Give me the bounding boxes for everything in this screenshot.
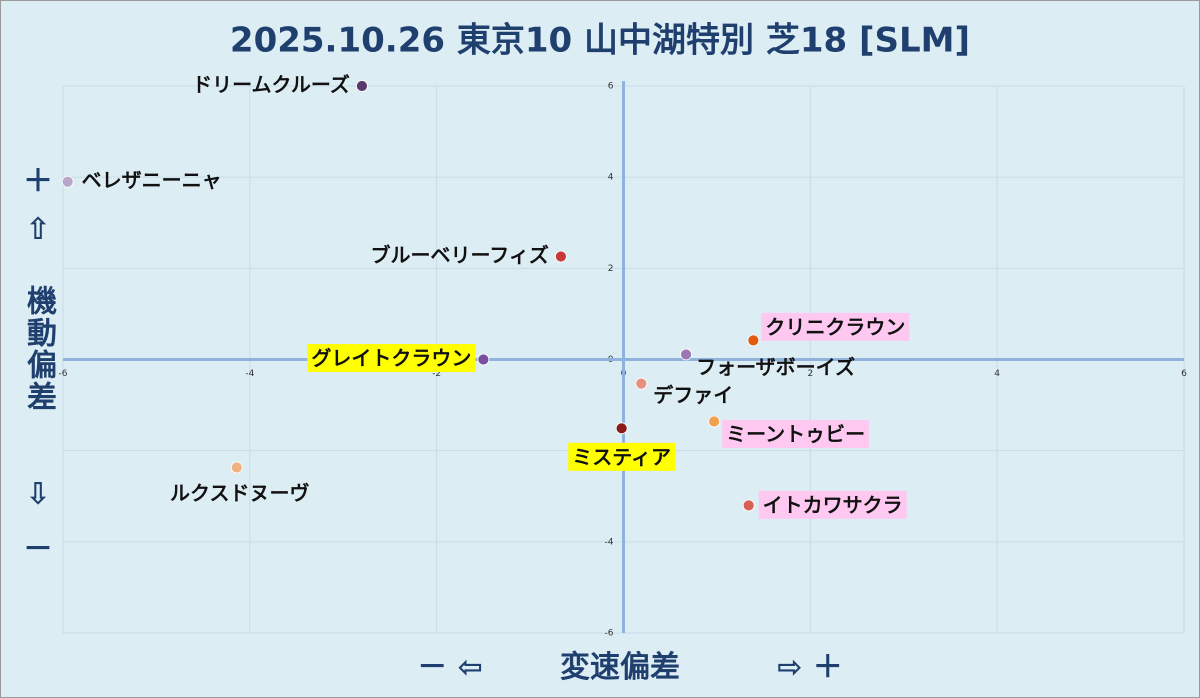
- point-label: イトカワサクラ: [763, 493, 903, 517]
- x-tick-label: -6: [59, 369, 68, 379]
- point: [747, 334, 760, 347]
- point-group: ベレザニーニャ: [61, 168, 222, 192]
- x-positive: ⇨ ＋: [777, 650, 843, 685]
- point-group: ドリームクルーズ: [192, 73, 368, 97]
- point-group: デファイ: [635, 377, 733, 407]
- point: [477, 353, 490, 366]
- point: [356, 80, 368, 92]
- x-tick-label: -4: [245, 369, 254, 379]
- x-tick-label: -2: [432, 369, 441, 379]
- y-tick-label: 6: [608, 82, 614, 92]
- point: [230, 461, 243, 474]
- point-label: デファイ: [653, 383, 733, 407]
- point-label: ドリームクルーズ: [192, 73, 350, 97]
- y-tick-label: -6: [605, 629, 614, 639]
- point-label: ミスティア: [572, 445, 671, 469]
- x-tick-label: 4: [994, 369, 1000, 379]
- y-negative-1: －: [23, 532, 53, 567]
- x-negative: － ⇦: [417, 650, 483, 685]
- point: [708, 415, 721, 428]
- point-group: ミーントゥビー: [708, 415, 870, 448]
- point-group: イトカワサクラ: [742, 490, 907, 519]
- label-highlight: [307, 344, 476, 372]
- point: [61, 175, 74, 188]
- point: [615, 422, 628, 435]
- label-highlight: [758, 490, 907, 519]
- point-label: フォーザボーイズ: [696, 355, 855, 379]
- y-tick-label: -4: [605, 537, 614, 547]
- point-label: ブルーベリーフィズ: [371, 243, 549, 267]
- y-positive-1: ⇧: [25, 212, 51, 247]
- y-negative-0: ⇩: [25, 477, 51, 512]
- point: [555, 250, 567, 263]
- point-label: ベレザニーニャ: [82, 168, 222, 192]
- point-label: ルクスドヌーヴ: [170, 481, 309, 505]
- y-positive-0: ＋: [23, 164, 53, 199]
- point-label: ミーントゥビー: [726, 422, 865, 446]
- y-tick-label: 4: [608, 173, 614, 183]
- y-tick-label: 2: [608, 264, 614, 274]
- label-highlight: [568, 442, 676, 471]
- point: [635, 377, 648, 390]
- point-label: グレイトクラウン: [311, 346, 471, 370]
- y-axis-label: 機動偏差: [21, 285, 56, 413]
- point-group: フォーザボーイズ: [680, 348, 855, 379]
- point-group: グレイトクラウン: [307, 344, 490, 372]
- x-tick-label: 6: [1181, 369, 1187, 379]
- chart-title: 2025.10.26 東京10 山中湖特別 芝18 [SLM]: [230, 21, 970, 61]
- label-highlight: [761, 312, 910, 341]
- label-highlight: [722, 419, 870, 448]
- point-group: ルクスドヌーヴ: [170, 461, 309, 505]
- x-axis-label: 変速偏差: [560, 650, 680, 685]
- point-label: クリニクラウン: [765, 315, 905, 339]
- point-group: クリニクラウン: [747, 312, 910, 347]
- x-tick-label: 2: [807, 369, 813, 379]
- point-group: ミスティア: [568, 422, 676, 471]
- point: [742, 499, 755, 512]
- point: [680, 348, 692, 361]
- point-group: ブルーベリーフィズ: [371, 243, 567, 267]
